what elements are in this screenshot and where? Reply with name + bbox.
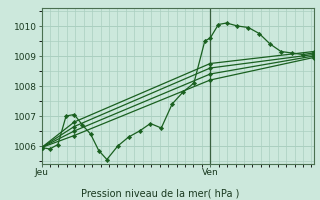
Text: Pression niveau de la mer( hPa ): Pression niveau de la mer( hPa ) [81, 188, 239, 198]
